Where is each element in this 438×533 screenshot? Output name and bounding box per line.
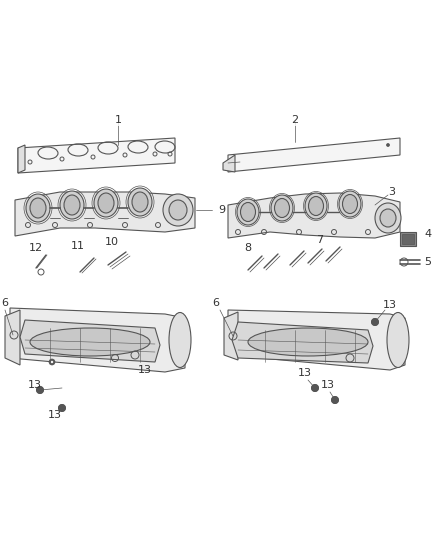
Ellipse shape (380, 209, 396, 227)
Ellipse shape (339, 191, 361, 217)
FancyBboxPatch shape (400, 232, 416, 246)
Ellipse shape (50, 360, 53, 364)
Text: 1: 1 (114, 115, 121, 125)
Polygon shape (223, 155, 235, 172)
Ellipse shape (386, 143, 389, 147)
Ellipse shape (60, 191, 84, 219)
Ellipse shape (94, 189, 118, 217)
Ellipse shape (49, 359, 55, 365)
Ellipse shape (30, 328, 150, 356)
Ellipse shape (169, 200, 187, 220)
Ellipse shape (248, 328, 368, 356)
Text: 6: 6 (1, 298, 8, 308)
Ellipse shape (308, 197, 324, 215)
Polygon shape (228, 193, 400, 238)
Polygon shape (20, 320, 160, 362)
Ellipse shape (271, 195, 293, 221)
FancyBboxPatch shape (402, 234, 414, 244)
Ellipse shape (132, 192, 148, 212)
Polygon shape (224, 312, 238, 360)
Text: 13: 13 (383, 300, 397, 310)
Text: 2: 2 (291, 115, 299, 125)
Text: 4: 4 (424, 229, 431, 239)
Text: 8: 8 (244, 243, 251, 253)
Ellipse shape (387, 312, 409, 367)
Ellipse shape (128, 188, 152, 216)
Text: 13: 13 (321, 380, 335, 390)
Ellipse shape (26, 194, 50, 222)
Ellipse shape (237, 199, 259, 225)
Text: 13: 13 (298, 368, 312, 378)
Text: 3: 3 (389, 187, 396, 197)
Text: 12: 12 (29, 243, 43, 253)
Polygon shape (5, 310, 20, 365)
Ellipse shape (98, 193, 114, 213)
Ellipse shape (343, 195, 357, 214)
Polygon shape (10, 308, 185, 372)
Ellipse shape (311, 384, 318, 392)
Polygon shape (228, 310, 405, 370)
Text: 13: 13 (138, 365, 152, 375)
Ellipse shape (275, 198, 290, 217)
Text: 13: 13 (48, 410, 62, 420)
Text: 13: 13 (28, 380, 42, 390)
Text: 9: 9 (218, 205, 225, 215)
Polygon shape (228, 138, 400, 172)
Polygon shape (18, 138, 175, 173)
Polygon shape (18, 145, 25, 173)
Ellipse shape (59, 405, 66, 411)
Ellipse shape (169, 312, 191, 367)
Ellipse shape (163, 194, 193, 226)
Polygon shape (15, 192, 195, 236)
Ellipse shape (305, 193, 327, 219)
Polygon shape (232, 322, 373, 363)
Text: 10: 10 (105, 237, 119, 247)
Ellipse shape (240, 203, 255, 222)
Text: 11: 11 (71, 241, 85, 251)
Ellipse shape (36, 386, 43, 393)
Ellipse shape (375, 203, 401, 233)
Text: 5: 5 (424, 257, 431, 267)
Ellipse shape (64, 195, 80, 215)
Ellipse shape (371, 319, 378, 326)
Text: 6: 6 (212, 298, 219, 308)
Ellipse shape (30, 198, 46, 218)
Text: 7: 7 (316, 235, 324, 245)
Ellipse shape (332, 397, 339, 403)
